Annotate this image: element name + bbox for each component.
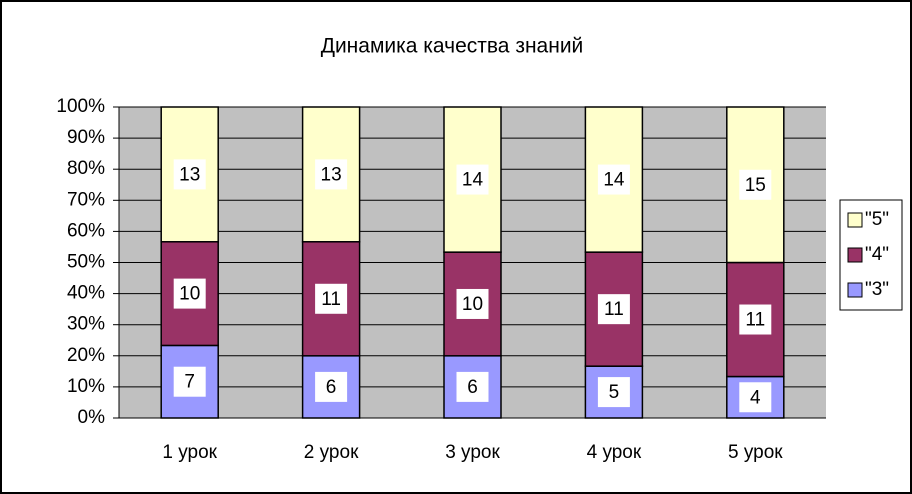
data-label-box: [597, 294, 630, 325]
y-tick-label: 40%: [67, 283, 105, 304]
data-label: 5: [609, 382, 620, 403]
data-label: 13: [179, 164, 200, 185]
data-label-box: [456, 371, 489, 402]
data-label-box: [315, 371, 348, 402]
data-label-box: [173, 159, 206, 190]
y-tick-label: 20%: [67, 345, 105, 366]
data-label-box: [456, 288, 489, 319]
data-label-box: [456, 164, 489, 195]
y-tick-label: 100%: [56, 96, 105, 117]
data-label-box: [173, 366, 206, 397]
y-tick-label: 70%: [67, 189, 105, 210]
legend-label: "3": [865, 279, 889, 300]
legend-swatch: [847, 212, 863, 228]
x-tick-label: 3 урок: [445, 442, 500, 463]
y-tick-label: 50%: [67, 252, 105, 273]
data-label: 14: [603, 170, 625, 191]
data-label: 11: [604, 299, 624, 320]
data-label-box: [739, 304, 772, 335]
data-label: 11: [321, 289, 341, 310]
data-label: 13: [321, 164, 342, 185]
y-tick-label: 80%: [67, 158, 105, 179]
data-label-box: [739, 382, 772, 413]
data-label: 10: [462, 294, 483, 315]
x-tick-label: 4 урок: [587, 442, 642, 463]
chart-title: Динамика качества знаний: [321, 35, 584, 58]
data-label-box: [315, 283, 348, 314]
y-tick-label: 30%: [67, 314, 105, 335]
data-label: 15: [745, 175, 766, 196]
data-label: 11: [745, 310, 765, 331]
bar-segment: [301, 241, 361, 357]
y-tick-label: 60%: [67, 220, 105, 241]
data-label-box: [173, 278, 206, 309]
data-label: 7: [184, 372, 195, 393]
data-label-box: [315, 159, 348, 190]
legend: "5" "4" "3": [839, 199, 903, 311]
x-tick-label: 1 урок: [162, 442, 217, 463]
legend-swatch: [847, 282, 863, 298]
legend-swatch: [847, 247, 863, 263]
x-tick-label: 5 урок: [728, 442, 783, 463]
data-label-box: [597, 377, 630, 408]
data-label: 10: [179, 284, 200, 305]
y-tick-label: 10%: [67, 376, 105, 397]
data-label-box: [597, 164, 630, 195]
data-label-box: [739, 169, 772, 200]
data-label: 14: [462, 170, 484, 191]
data-label: 4: [750, 387, 761, 408]
data-label: 6: [326, 377, 337, 398]
y-tick-label: 0%: [78, 407, 106, 428]
x-tick-label: 2 урок: [304, 442, 359, 463]
legend-label: "4": [865, 244, 889, 265]
legend-label: "5": [865, 209, 889, 230]
data-label: 6: [467, 377, 478, 398]
y-tick-label: 90%: [67, 127, 105, 148]
